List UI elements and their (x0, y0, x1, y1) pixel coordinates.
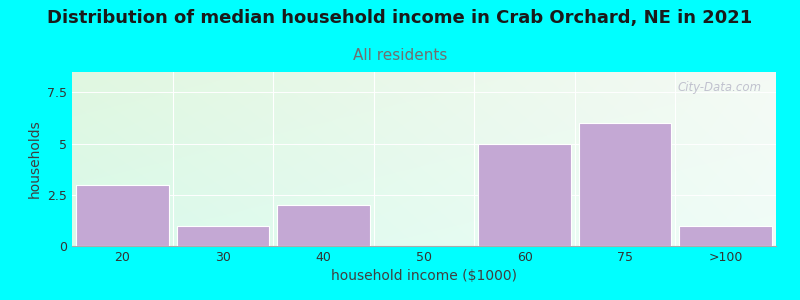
Y-axis label: households: households (27, 120, 42, 198)
Bar (76, 184, 169, 246)
X-axis label: household income ($1000): household income ($1000) (331, 269, 517, 284)
Text: All residents: All residents (353, 48, 447, 63)
Bar (177, 226, 269, 246)
Text: Distribution of median household income in Crab Orchard, NE in 2021: Distribution of median household income … (47, 9, 753, 27)
Bar (277, 205, 370, 246)
Bar (478, 144, 571, 246)
Text: City-Data.com: City-Data.com (678, 81, 762, 94)
Bar (679, 226, 772, 246)
Bar (579, 123, 671, 246)
